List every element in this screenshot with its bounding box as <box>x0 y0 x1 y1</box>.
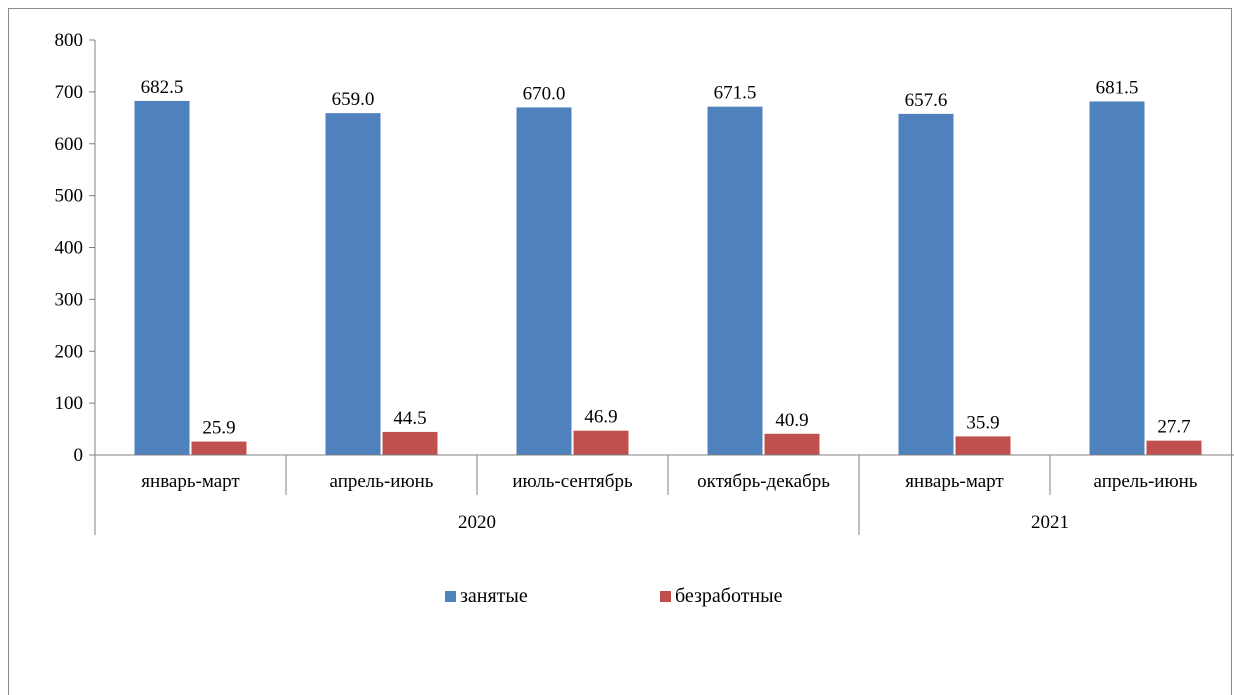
category-label: октябрь-декабрь <box>697 471 830 492</box>
x-axis: январь-март апрель-июнь июль-сентябрь октяб… <box>94 454 1234 535</box>
bars <box>134 100 1202 456</box>
group-label: 2020 <box>458 512 496 533</box>
bar-unemployed <box>191 441 247 455</box>
data-label: 681.5 <box>1096 77 1139 98</box>
legend-swatch <box>445 591 456 602</box>
bar-employed <box>898 113 954 456</box>
bar-unemployed <box>955 436 1011 455</box>
category-label: апрель-июнь <box>1094 471 1198 492</box>
bar-unemployed <box>382 431 438 455</box>
y-tick-label: 600 <box>55 134 84 155</box>
y-tick-label: 400 <box>55 238 84 259</box>
y-tick-label: 100 <box>55 393 84 414</box>
data-labels: 682.5 25.9 659.0 44.5 670.0 46.9 671.5 40.9 657.… <box>141 77 1191 439</box>
legend-swatch <box>660 591 671 602</box>
axes: 0 100 200 300 400 500 600 700 800 <box>55 30 96 466</box>
data-label: 35.9 <box>966 412 999 433</box>
data-label: 682.5 <box>141 77 184 98</box>
bar-unemployed <box>1146 440 1202 455</box>
bar-employed <box>134 100 190 455</box>
category-label: апрель-июнь <box>330 471 434 492</box>
data-label: 670.0 <box>523 83 566 104</box>
category-label: июль-сентябрь <box>512 471 633 492</box>
bar-employed <box>1089 101 1145 456</box>
y-tick-label: 300 <box>55 289 84 310</box>
bar-employed <box>707 106 763 456</box>
bar-employed <box>325 113 381 456</box>
category-label: январь-март <box>141 471 240 492</box>
chart-frame <box>8 8 1232 695</box>
y-tick-label: 200 <box>55 341 84 362</box>
legend-label: занятые <box>460 585 528 607</box>
legend-label: безработные <box>675 585 783 607</box>
data-label: 44.5 <box>393 408 426 429</box>
data-label: 40.9 <box>775 410 808 431</box>
group-label: 2021 <box>1031 512 1069 533</box>
y-tick-label: 800 <box>55 30 84 51</box>
y-tick-label: 0 <box>74 445 84 466</box>
data-label: 27.7 <box>1157 417 1190 438</box>
bar-unemployed <box>764 433 820 455</box>
bar-unemployed <box>573 430 629 455</box>
data-label: 46.9 <box>584 407 617 428</box>
data-label: 25.9 <box>202 418 235 439</box>
data-label: 657.6 <box>905 90 948 111</box>
y-tick-label: 700 <box>55 82 84 103</box>
y-tick-label: 500 <box>55 186 84 207</box>
bar-employed <box>516 107 572 455</box>
category-label: январь-март <box>905 471 1004 492</box>
data-label: 659.0 <box>332 89 375 110</box>
data-label: 671.5 <box>714 83 757 104</box>
legend: занятые безработные <box>445 585 783 607</box>
